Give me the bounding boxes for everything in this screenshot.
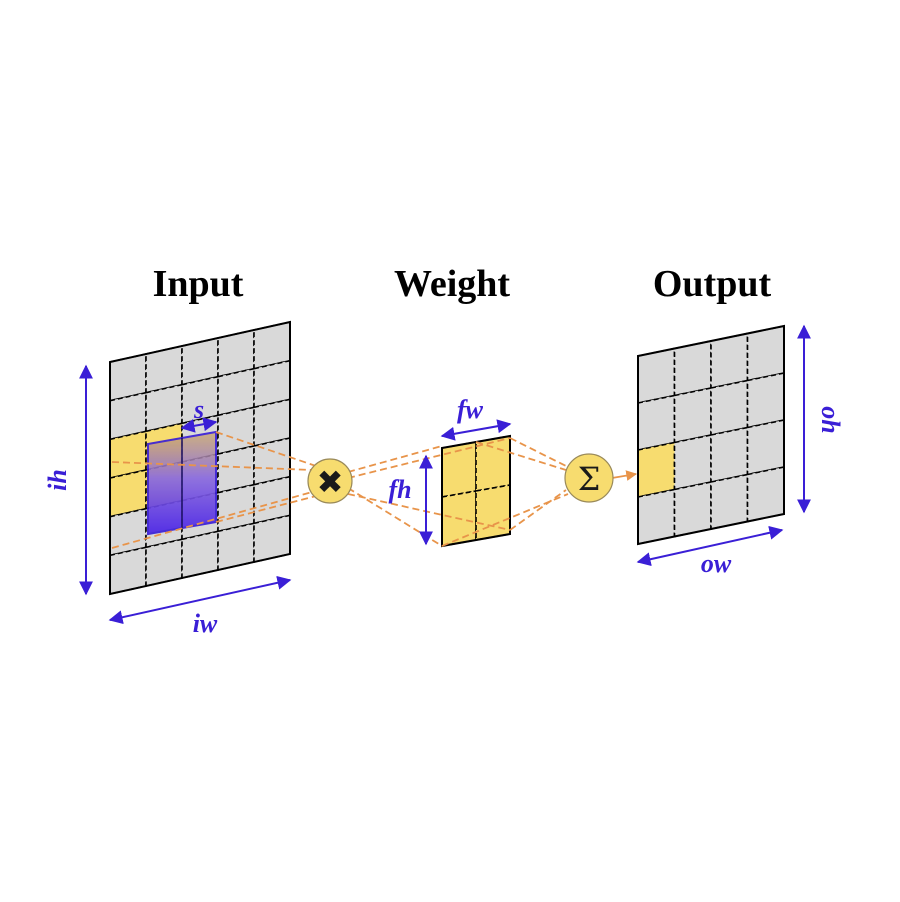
input-cell [217, 483, 255, 533]
fw-arrow [440, 419, 512, 441]
input-cell [109, 391, 147, 441]
output-cell [710, 473, 749, 530]
fw-label: fw [457, 395, 484, 424]
input-cell [217, 367, 255, 417]
multiply-icon: ✖ [317, 463, 344, 501]
input-cell [253, 437, 291, 486]
input-cell [109, 430, 147, 479]
input-cell [109, 507, 147, 557]
output-cell [637, 394, 676, 451]
output-cell [746, 419, 785, 476]
s-arrow [180, 417, 218, 433]
output-cell [637, 347, 676, 404]
input-cell [145, 383, 183, 433]
iw-arrow [108, 575, 292, 625]
iw-label: iw [193, 609, 218, 638]
output-cell [746, 372, 785, 429]
output-title: Output [653, 263, 772, 305]
weight-to-sum-lines [441, 437, 569, 547]
output-cell [637, 488, 676, 545]
sum-operator: Σ [564, 453, 614, 503]
sum-icon: Σ [578, 460, 601, 498]
output-cell [746, 466, 785, 523]
ow-label: ow [701, 549, 732, 578]
input-cell [217, 445, 255, 494]
weight-cell [475, 484, 511, 541]
input-title: Input [153, 263, 244, 305]
sum-to-output-arrow [611, 470, 638, 481]
input-cell [217, 406, 255, 455]
input-cell [253, 359, 291, 409]
output-cell [673, 387, 712, 444]
ih-label: ih [43, 469, 72, 491]
weight-title: Weight [394, 263, 510, 305]
input-to-multiply-lines [111, 431, 317, 549]
output-grid [637, 324, 785, 546]
multiply-operator: ✖ [307, 458, 353, 504]
oh-label: oh [816, 406, 845, 433]
fh-label: fh [388, 475, 411, 504]
s-label: s [193, 395, 204, 424]
output-grid-outline [637, 324, 785, 546]
ow-arrow [636, 525, 784, 567]
weight-grid [441, 434, 511, 548]
output-cell [710, 426, 749, 483]
input-grid-outline [109, 320, 291, 596]
output-cell [673, 434, 712, 491]
output-cell [746, 325, 785, 382]
output-cell [637, 441, 676, 498]
output-cell [673, 481, 712, 538]
output-cell [710, 332, 749, 389]
output-cell [673, 340, 712, 397]
output-cell [710, 379, 749, 436]
input-cell [109, 469, 147, 518]
input-cell [253, 398, 291, 447]
